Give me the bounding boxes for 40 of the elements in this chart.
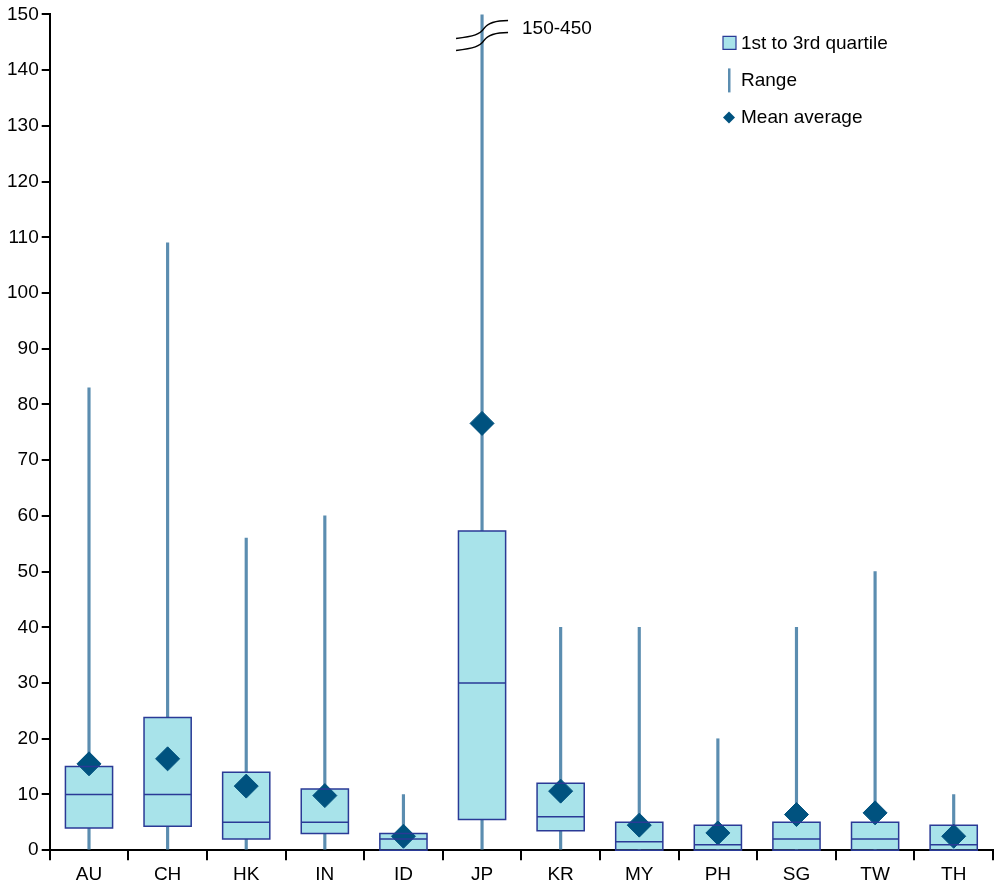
y-tick-label: 10 xyxy=(17,782,39,804)
annotation: 150-450 xyxy=(522,16,592,38)
legend-label: Mean average xyxy=(741,105,863,127)
y-tick-label: 90 xyxy=(17,336,39,358)
y-tick-label: 0 xyxy=(28,838,39,860)
x-tick-label: AU xyxy=(75,862,103,884)
y-tick-label: 120 xyxy=(7,169,39,191)
x-tick-label: ID xyxy=(393,862,413,884)
y-tick-label: 40 xyxy=(17,615,39,637)
y-tick-label: 20 xyxy=(17,726,39,748)
y-tick-label: 140 xyxy=(7,58,39,80)
y-tick-label: 110 xyxy=(8,225,39,247)
point xyxy=(862,800,888,826)
x-tick-label: MY xyxy=(625,862,654,884)
x-tick-label: IN xyxy=(315,862,335,884)
x-tick-label: TH xyxy=(941,862,967,884)
y-tick-label: 50 xyxy=(17,559,39,581)
point xyxy=(548,778,574,804)
x-tick-label: KR xyxy=(547,862,574,884)
y-tick-label: 130 xyxy=(7,114,39,136)
x-tick-label: HK xyxy=(233,862,260,884)
y-tick-label: 60 xyxy=(17,504,39,526)
y-tick-label: 80 xyxy=(17,392,39,414)
x-tick-label: TW xyxy=(860,862,890,884)
point xyxy=(155,746,181,772)
legend-label: Range xyxy=(741,68,797,90)
y-tick-label: 30 xyxy=(17,671,39,693)
y-tick-label: 70 xyxy=(17,448,39,470)
point xyxy=(233,773,259,799)
point xyxy=(76,751,102,777)
x-tick-label: PH xyxy=(704,862,732,884)
y-tick-label: 100 xyxy=(7,281,39,303)
point xyxy=(312,783,338,809)
y-tick-label: 150 xyxy=(7,2,39,24)
x-tick-label: CH xyxy=(153,862,182,884)
point xyxy=(783,802,809,828)
legend-label: 1st to 3rd quartile xyxy=(741,31,888,53)
x-tick-label: JP xyxy=(470,862,494,884)
x-tick-label: SG xyxy=(782,862,811,884)
point xyxy=(469,410,495,436)
